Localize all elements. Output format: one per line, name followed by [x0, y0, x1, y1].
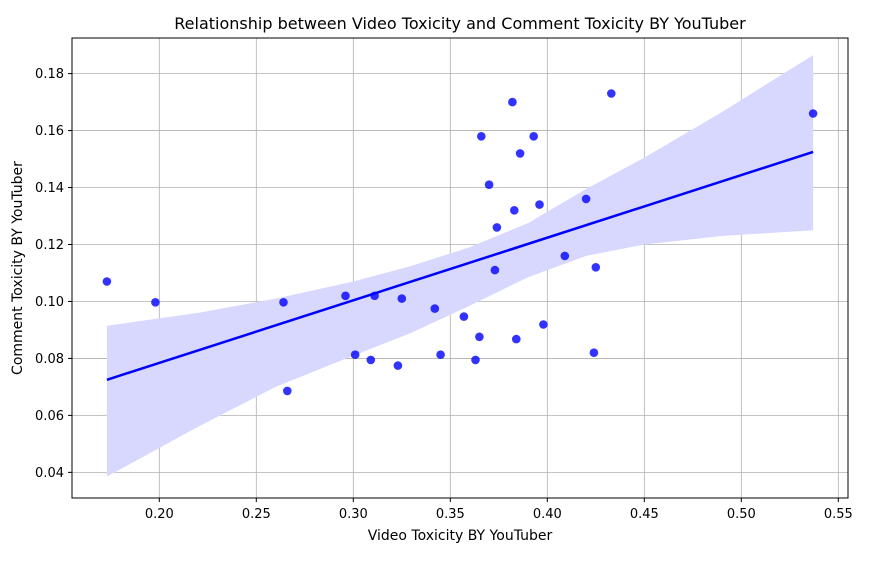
grid: [72, 38, 848, 498]
scatter-point-14: [475, 332, 484, 342]
y-tick-label-6: 0.16: [35, 124, 64, 139]
x-tick-label-3: 0.35: [436, 507, 465, 522]
x-axis-label: Video Toxicity BY YouTuber: [368, 528, 553, 544]
scatter-point-8: [393, 361, 403, 370]
scatter-point-0: [102, 277, 112, 286]
scatter-point-29: [591, 263, 601, 272]
scatter-point-4: [341, 291, 350, 301]
chart-title: Relationship between Video Toxicity and …: [174, 14, 746, 33]
x-tick-label-5: 0.45: [630, 507, 659, 522]
scatter-point-30: [607, 89, 616, 98]
x-tick-label-1: 0.25: [242, 507, 271, 522]
scatter-point-6: [366, 355, 376, 365]
scatter-point-25: [539, 320, 548, 329]
scatter-point-20: [510, 206, 519, 215]
x-tick-label-7: 0.55: [824, 507, 853, 522]
y-tick-label-0: 0.04: [35, 466, 64, 481]
y-tick-label-1: 0.06: [35, 409, 64, 424]
scatter-point-17: [490, 265, 500, 275]
scatter-point-10: [430, 304, 440, 313]
scatter-point-9: [397, 294, 407, 303]
y-tick-label-5: 0.14: [35, 181, 64, 196]
y-tick-label-2: 0.08: [35, 352, 64, 367]
y-tick-label-4: 0.12: [35, 238, 64, 253]
x-tick-label-6: 0.50: [727, 507, 756, 522]
scatter-point-12: [459, 312, 469, 321]
scatter-points: [102, 89, 818, 396]
scatter-point-31: [808, 109, 818, 118]
y-axis-ticks: 0.04 0.06 0.08 0.10 0.12 0.14 0.16 0.18: [35, 67, 72, 481]
scatter-point-16: [484, 180, 494, 189]
scatter-point-21: [512, 334, 521, 344]
scatter-point-27: [581, 194, 591, 204]
x-axis-ticks: 0.20 0.25 0.30 0.35 0.40 0.45 0.50 0.55: [145, 498, 853, 522]
scatter-point-2: [279, 298, 288, 307]
scatter-point-15: [477, 132, 486, 141]
x-tick-label-4: 0.40: [533, 507, 562, 522]
scatter-point-24: [535, 200, 544, 209]
scatter-point-18: [492, 223, 502, 232]
y-axis-label: Comment Toxicity BY YouTuber: [10, 161, 26, 375]
regression-line: [106, 150, 814, 381]
scatter-point-26: [560, 251, 570, 261]
scatter-point-5: [350, 350, 360, 360]
y-tick-label-7: 0.18: [35, 67, 64, 82]
x-tick-label-2: 0.30: [339, 507, 368, 522]
scatter-point-13: [471, 355, 480, 365]
x-tick-label-0: 0.20: [145, 507, 174, 522]
scatter-point-3: [283, 386, 292, 396]
scatter-point-1: [151, 298, 160, 307]
scatter-point-11: [436, 350, 445, 360]
scatter-point-28: [589, 348, 599, 358]
scatter-point-22: [515, 149, 525, 158]
scatter-point-23: [529, 132, 538, 141]
scatter-point-19: [508, 97, 517, 107]
y-tick-label-3: 0.10: [35, 295, 64, 310]
plot-frame: [71, 37, 849, 499]
